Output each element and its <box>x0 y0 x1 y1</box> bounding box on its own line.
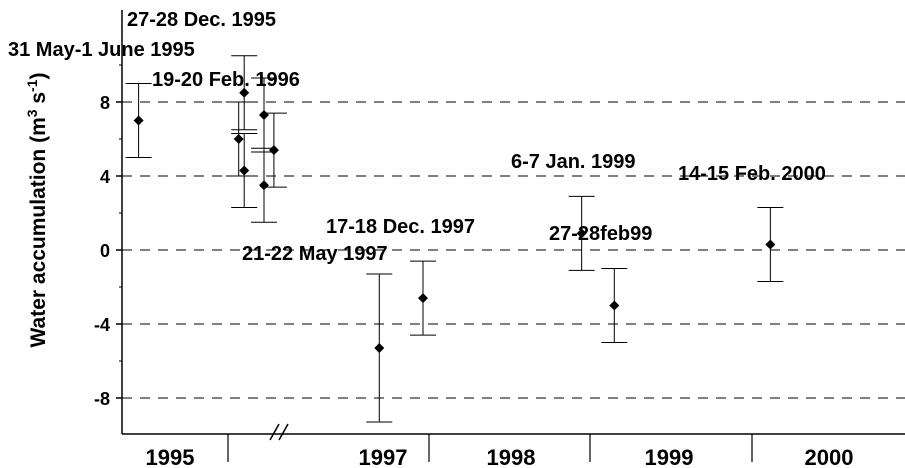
y-tick-label: 8 <box>100 93 110 113</box>
annotation-jan-1999: 6-7 Jan. 1999 <box>511 151 636 173</box>
x-category-label: 1997 <box>359 445 408 468</box>
annotation-feb-1999: 27-28feb99 <box>549 223 652 245</box>
x-categories: 1995 1997 1998 1999 2000 <box>146 434 854 468</box>
data-point <box>410 260 436 336</box>
annotation-feb-2000: 14-15 Feb. 2000 <box>678 163 826 185</box>
data-point <box>225 101 252 177</box>
y-ticks: 8 4 0 -4 -8 <box>94 64 122 409</box>
axes <box>121 10 905 441</box>
annotation-feb-1996: 19-20 Feb. 1996 <box>152 69 300 91</box>
annotation-may-1995: 31 May-1 June 1995 <box>8 39 195 61</box>
point-marker <box>259 180 269 191</box>
data-point <box>231 55 258 131</box>
axis-break-mark <box>269 423 289 441</box>
y-tick-label: 0 <box>100 241 110 261</box>
point-marker <box>268 145 279 156</box>
point-marker <box>133 115 144 126</box>
point-marker <box>239 87 250 98</box>
point-marker <box>765 239 776 250</box>
data-point <box>568 195 595 271</box>
annotation-dec-1997: 17-18 Dec. 1997 <box>326 216 475 238</box>
x-category-label: 2000 <box>805 445 854 468</box>
point-marker <box>239 165 250 176</box>
point-marker <box>374 343 385 354</box>
y-tick-label: 4 <box>100 167 110 187</box>
data-point <box>757 206 784 282</box>
point-marker <box>233 134 244 144</box>
point-marker <box>576 228 587 239</box>
y-axis-label: Water accumulation (m3 s-1) <box>24 72 50 347</box>
annotation-may-1997: 21-22 May 1997 <box>242 243 388 265</box>
data-point <box>125 83 152 158</box>
point-marker <box>609 300 620 311</box>
y-tick-label: -4 <box>94 315 110 335</box>
data-point <box>366 273 393 423</box>
data-point <box>231 132 258 208</box>
data-point <box>601 268 628 343</box>
data-point <box>260 112 287 188</box>
x-category-label: 1998 <box>487 445 536 468</box>
gridlines <box>122 101 905 399</box>
annotation-dec-1995: 27-28 Dec. 1995 <box>127 9 276 31</box>
data-points <box>125 55 784 423</box>
data-point <box>251 147 277 223</box>
point-marker <box>259 109 269 120</box>
x-category-label: 1999 <box>645 445 694 468</box>
x-category-label: 1995 <box>146 445 195 468</box>
point-marker <box>418 293 428 304</box>
y-tick-label: -8 <box>94 389 110 409</box>
